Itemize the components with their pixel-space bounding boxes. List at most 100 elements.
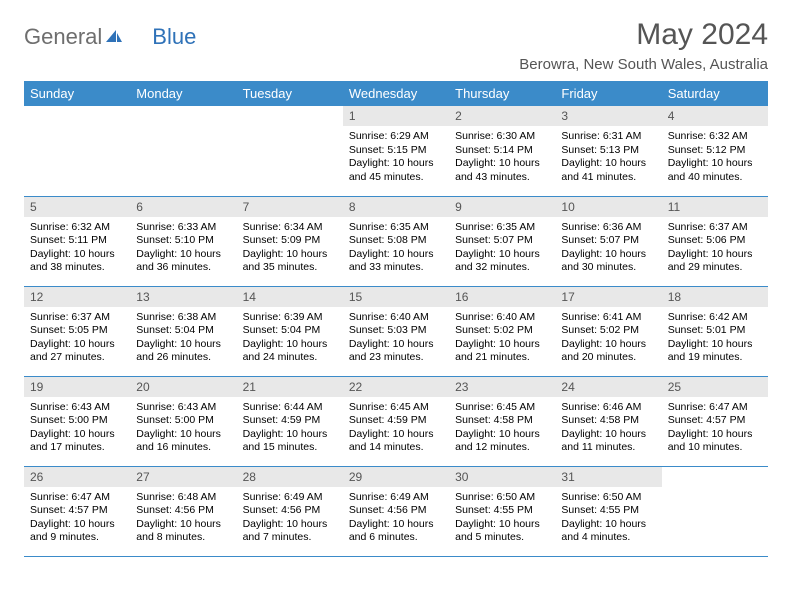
day-cell	[237, 106, 343, 196]
week-row: 12Sunrise: 6:37 AMSunset: 5:05 PMDayligh…	[24, 286, 768, 376]
day-header: Tuesday	[237, 81, 343, 106]
day-details: Sunrise: 6:34 AMSunset: 5:09 PMDaylight:…	[237, 217, 343, 282]
calendar-body: 1Sunrise: 6:29 AMSunset: 5:15 PMDaylight…	[24, 106, 768, 556]
day-cell: 9Sunrise: 6:35 AMSunset: 5:07 PMDaylight…	[449, 196, 555, 286]
day-number: 28	[237, 467, 343, 487]
day-cell: 13Sunrise: 6:38 AMSunset: 5:04 PMDayligh…	[130, 286, 236, 376]
day-number: 21	[237, 377, 343, 397]
day-cell: 25Sunrise: 6:47 AMSunset: 4:57 PMDayligh…	[662, 376, 768, 466]
day-details: Sunrise: 6:33 AMSunset: 5:10 PMDaylight:…	[130, 217, 236, 282]
calendar-table: SundayMondayTuesdayWednesdayThursdayFrid…	[24, 81, 768, 557]
day-cell: 24Sunrise: 6:46 AMSunset: 4:58 PMDayligh…	[555, 376, 661, 466]
day-details: Sunrise: 6:32 AMSunset: 5:12 PMDaylight:…	[662, 126, 768, 191]
day-details: Sunrise: 6:45 AMSunset: 4:58 PMDaylight:…	[449, 397, 555, 462]
day-number: 17	[555, 287, 661, 307]
day-number: 8	[343, 197, 449, 217]
day-number: 23	[449, 377, 555, 397]
day-number	[130, 106, 236, 126]
day-number: 3	[555, 106, 661, 126]
day-cell: 28Sunrise: 6:49 AMSunset: 4:56 PMDayligh…	[237, 466, 343, 556]
day-details: Sunrise: 6:43 AMSunset: 5:00 PMDaylight:…	[130, 397, 236, 462]
day-cell: 19Sunrise: 6:43 AMSunset: 5:00 PMDayligh…	[24, 376, 130, 466]
day-cell: 21Sunrise: 6:44 AMSunset: 4:59 PMDayligh…	[237, 376, 343, 466]
day-details: Sunrise: 6:44 AMSunset: 4:59 PMDaylight:…	[237, 397, 343, 462]
day-cell: 18Sunrise: 6:42 AMSunset: 5:01 PMDayligh…	[662, 286, 768, 376]
day-details: Sunrise: 6:30 AMSunset: 5:14 PMDaylight:…	[449, 126, 555, 191]
day-cell: 2Sunrise: 6:30 AMSunset: 5:14 PMDaylight…	[449, 106, 555, 196]
day-details: Sunrise: 6:35 AMSunset: 5:07 PMDaylight:…	[449, 217, 555, 282]
day-details: Sunrise: 6:42 AMSunset: 5:01 PMDaylight:…	[662, 307, 768, 372]
logo-text-2: Blue	[152, 24, 196, 50]
day-cell: 31Sunrise: 6:50 AMSunset: 4:55 PMDayligh…	[555, 466, 661, 556]
day-number	[24, 106, 130, 126]
day-cell: 29Sunrise: 6:49 AMSunset: 4:56 PMDayligh…	[343, 466, 449, 556]
day-number: 1	[343, 106, 449, 126]
logo: General Blue	[24, 18, 196, 50]
day-cell: 12Sunrise: 6:37 AMSunset: 5:05 PMDayligh…	[24, 286, 130, 376]
day-header-row: SundayMondayTuesdayWednesdayThursdayFrid…	[24, 81, 768, 106]
day-number: 13	[130, 287, 236, 307]
day-cell: 30Sunrise: 6:50 AMSunset: 4:55 PMDayligh…	[449, 466, 555, 556]
day-header: Sunday	[24, 81, 130, 106]
location: Berowra, New South Wales, Australia	[519, 56, 768, 73]
day-header: Wednesday	[343, 81, 449, 106]
day-cell	[24, 106, 130, 196]
day-cell: 20Sunrise: 6:43 AMSunset: 5:00 PMDayligh…	[130, 376, 236, 466]
day-details: Sunrise: 6:35 AMSunset: 5:08 PMDaylight:…	[343, 217, 449, 282]
day-details: Sunrise: 6:40 AMSunset: 5:02 PMDaylight:…	[449, 307, 555, 372]
day-details: Sunrise: 6:36 AMSunset: 5:07 PMDaylight:…	[555, 217, 661, 282]
day-number: 11	[662, 197, 768, 217]
day-header: Monday	[130, 81, 236, 106]
day-number: 9	[449, 197, 555, 217]
day-cell: 6Sunrise: 6:33 AMSunset: 5:10 PMDaylight…	[130, 196, 236, 286]
day-details: Sunrise: 6:47 AMSunset: 4:57 PMDaylight:…	[662, 397, 768, 462]
day-details: Sunrise: 6:48 AMSunset: 4:56 PMDaylight:…	[130, 487, 236, 552]
day-number: 16	[449, 287, 555, 307]
day-number: 20	[130, 377, 236, 397]
day-details: Sunrise: 6:49 AMSunset: 4:56 PMDaylight:…	[343, 487, 449, 552]
day-header: Saturday	[662, 81, 768, 106]
day-number: 27	[130, 467, 236, 487]
day-cell: 8Sunrise: 6:35 AMSunset: 5:08 PMDaylight…	[343, 196, 449, 286]
day-cell: 10Sunrise: 6:36 AMSunset: 5:07 PMDayligh…	[555, 196, 661, 286]
day-cell: 16Sunrise: 6:40 AMSunset: 5:02 PMDayligh…	[449, 286, 555, 376]
day-details: Sunrise: 6:37 AMSunset: 5:05 PMDaylight:…	[24, 307, 130, 372]
title-block: May 2024 Berowra, New South Wales, Austr…	[519, 18, 768, 73]
day-number: 7	[237, 197, 343, 217]
day-number: 26	[24, 467, 130, 487]
day-number: 15	[343, 287, 449, 307]
day-cell: 11Sunrise: 6:37 AMSunset: 5:06 PMDayligh…	[662, 196, 768, 286]
day-cell: 1Sunrise: 6:29 AMSunset: 5:15 PMDaylight…	[343, 106, 449, 196]
day-cell: 17Sunrise: 6:41 AMSunset: 5:02 PMDayligh…	[555, 286, 661, 376]
day-number	[662, 467, 768, 487]
day-number	[237, 106, 343, 126]
day-cell: 23Sunrise: 6:45 AMSunset: 4:58 PMDayligh…	[449, 376, 555, 466]
sail-icon	[104, 24, 124, 50]
week-row: 1Sunrise: 6:29 AMSunset: 5:15 PMDaylight…	[24, 106, 768, 196]
day-number: 2	[449, 106, 555, 126]
day-cell: 3Sunrise: 6:31 AMSunset: 5:13 PMDaylight…	[555, 106, 661, 196]
day-header: Thursday	[449, 81, 555, 106]
logo-text-1: General	[24, 24, 102, 50]
day-cell: 27Sunrise: 6:48 AMSunset: 4:56 PMDayligh…	[130, 466, 236, 556]
day-number: 18	[662, 287, 768, 307]
day-number: 25	[662, 377, 768, 397]
day-details: Sunrise: 6:32 AMSunset: 5:11 PMDaylight:…	[24, 217, 130, 282]
day-number: 22	[343, 377, 449, 397]
day-details: Sunrise: 6:31 AMSunset: 5:13 PMDaylight:…	[555, 126, 661, 191]
day-number: 12	[24, 287, 130, 307]
month-title: May 2024	[519, 18, 768, 52]
week-row: 5Sunrise: 6:32 AMSunset: 5:11 PMDaylight…	[24, 196, 768, 286]
day-details: Sunrise: 6:46 AMSunset: 4:58 PMDaylight:…	[555, 397, 661, 462]
day-number: 24	[555, 377, 661, 397]
day-details: Sunrise: 6:50 AMSunset: 4:55 PMDaylight:…	[555, 487, 661, 552]
day-number: 29	[343, 467, 449, 487]
day-cell	[130, 106, 236, 196]
day-details: Sunrise: 6:49 AMSunset: 4:56 PMDaylight:…	[237, 487, 343, 552]
day-details: Sunrise: 6:40 AMSunset: 5:03 PMDaylight:…	[343, 307, 449, 372]
day-cell: 22Sunrise: 6:45 AMSunset: 4:59 PMDayligh…	[343, 376, 449, 466]
day-number: 30	[449, 467, 555, 487]
day-number: 10	[555, 197, 661, 217]
week-row: 19Sunrise: 6:43 AMSunset: 5:00 PMDayligh…	[24, 376, 768, 466]
day-cell	[662, 466, 768, 556]
